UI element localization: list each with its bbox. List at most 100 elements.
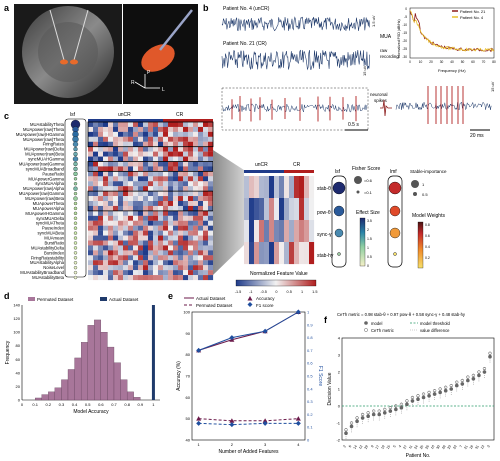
heat-cell	[138, 230, 144, 236]
mua-trace-patient21	[221, 49, 370, 71]
heat-cell	[143, 122, 149, 128]
heat-cell	[123, 275, 129, 281]
effect-tick: 0	[367, 264, 369, 268]
colorbar	[235, 279, 317, 287]
heat-cell	[158, 196, 164, 202]
lmf-dot-2	[389, 227, 401, 239]
feature-label: MUApower(raw)Gamma	[19, 191, 65, 196]
heat-cell	[128, 205, 134, 211]
colorbar-tick: -1.5	[235, 290, 242, 294]
psd-ylabel: Normalized PSD (dB/Hz)	[397, 19, 401, 58]
heat-cell	[183, 225, 189, 231]
heat-cell	[163, 205, 169, 211]
tick-label: 0	[18, 398, 21, 403]
heat-cell	[128, 122, 134, 128]
heat-cell	[153, 176, 159, 182]
lmf-header: lmf	[390, 169, 397, 175]
heat-cell	[113, 141, 119, 147]
heat-cell	[133, 156, 139, 162]
heat-cell	[138, 171, 144, 177]
tick-label: 40	[16, 370, 21, 375]
lsf-dot	[73, 177, 78, 181]
feature-label: MUApowerAlpha	[33, 206, 65, 211]
heat-cell	[113, 126, 119, 132]
heat-cell	[113, 146, 119, 152]
heat-cell	[113, 225, 119, 231]
heat-cell	[208, 220, 214, 226]
ceth-point	[355, 416, 359, 420]
heat-cell	[148, 131, 154, 137]
tick-label: 0.7	[111, 402, 117, 407]
colorbar-tick: 0.5	[287, 290, 292, 294]
heat-cell	[208, 235, 214, 241]
heat-cell	[128, 151, 134, 157]
heat-cell	[103, 235, 109, 241]
heat-cell	[88, 126, 94, 132]
heat-cell	[188, 166, 194, 172]
ceth-point	[344, 428, 348, 432]
heat-cell	[93, 171, 99, 177]
feature-label: MUApower(raw)HGamma	[16, 132, 65, 137]
heat-cell	[158, 270, 164, 276]
colorbar-label: Normalized Feature Value	[250, 271, 308, 277]
psd-xtick: 10	[419, 60, 423, 64]
legend-swatch	[364, 328, 368, 332]
heat-cell	[98, 210, 104, 216]
effect-label: Effect Size	[356, 210, 380, 216]
heat-cell	[133, 122, 139, 128]
heat-cell	[173, 235, 179, 241]
model-point	[427, 394, 431, 398]
model-point	[388, 409, 393, 413]
heat-cell	[203, 210, 209, 216]
heat-cell	[173, 191, 179, 197]
heat-cell	[123, 225, 129, 231]
heat-cell	[133, 181, 139, 187]
psd-xtick: 50	[461, 60, 465, 64]
electrode-right	[73, 9, 89, 61]
heat-cell	[143, 141, 149, 147]
heat-cell	[178, 161, 184, 167]
heat-cell	[158, 255, 164, 261]
heat-cell	[118, 265, 124, 271]
heat-cell	[173, 240, 179, 246]
heat-cell	[153, 131, 159, 137]
heat-cell	[113, 220, 119, 226]
heat-cell	[88, 235, 94, 241]
heat-cell	[148, 210, 154, 216]
model-point	[488, 354, 492, 359]
heat-cell	[93, 220, 99, 226]
heat-cell	[98, 205, 104, 211]
patient21-label: Patient No. 21 (CR)	[223, 41, 267, 47]
tick-label: 0.3	[59, 402, 65, 407]
heat-cell	[128, 196, 134, 202]
heat-cell	[163, 265, 169, 271]
heat-cell	[158, 275, 164, 281]
heat-cell	[108, 201, 114, 207]
zoom-heat-cell	[279, 198, 285, 221]
zoom-heat-cell	[289, 220, 295, 243]
legend-threshold: model threshold	[420, 321, 450, 326]
zoom-heat-cell	[304, 176, 310, 199]
zoom-heat-cell	[249, 198, 255, 221]
patient-tick: 31	[474, 444, 479, 449]
heat-cell	[133, 151, 139, 157]
heat-cell	[148, 171, 154, 177]
heat-cell	[178, 270, 184, 276]
heat-cell	[93, 151, 99, 157]
heat-cell	[168, 225, 174, 231]
heat-cell	[148, 240, 154, 246]
heat-cell	[183, 141, 189, 147]
heat-cell	[168, 191, 174, 197]
heat-cell	[208, 166, 214, 172]
heat-cell	[163, 196, 169, 202]
heat-cell	[198, 126, 204, 132]
heat-cell	[148, 176, 154, 182]
feature-label: syncMUABeta	[37, 231, 64, 236]
heat-cell	[173, 255, 179, 261]
heat-cell	[103, 270, 109, 276]
heat-cell	[123, 240, 129, 246]
heat-cell	[168, 181, 174, 187]
heat-cell	[208, 260, 214, 266]
tick-label: 4	[297, 442, 300, 447]
heat-cell	[163, 161, 169, 167]
